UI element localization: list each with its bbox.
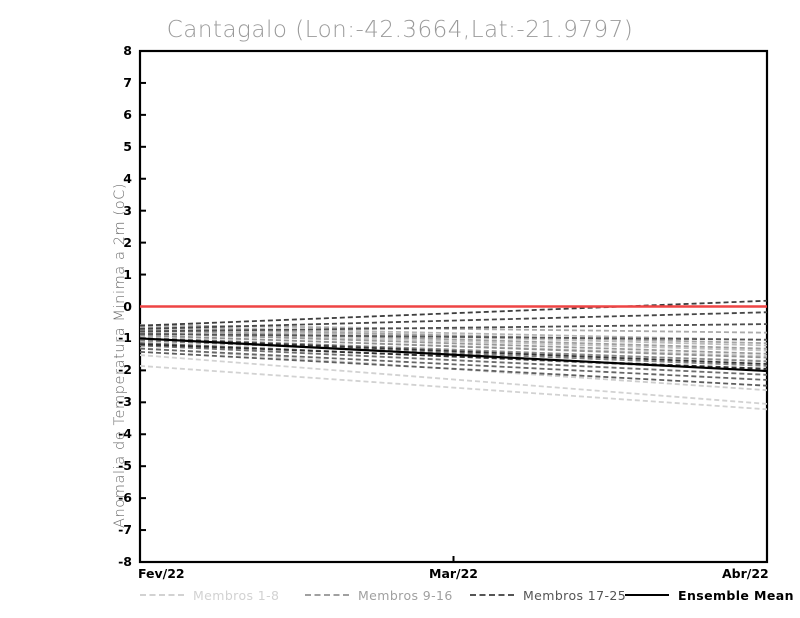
member-series-line [140,350,767,387]
legend-label: Membros 17-25 [523,587,627,603]
member-series-line [140,299,767,327]
chart-title: Cantagalo (Lon:-42.3664,Lat:-21.9797) [166,17,634,43]
y-tick-label: 6 [123,106,132,122]
y-tick-label: -5 [118,458,132,474]
y-tick-label: -7 [118,522,132,538]
x-tick-label: Mar/22 [429,566,478,581]
member-series-line [140,325,767,341]
legend-item[interactable]: Membros 17-25 [470,586,626,604]
member-series-line [140,354,767,405]
member-series-line [140,336,767,363]
legend-label: Membros 9-16 [358,587,453,603]
y-tick-label: -6 [118,490,132,506]
y-tick-label: -8 [118,554,132,569]
y-tick-label: 7 [123,74,132,90]
y-tick-label: -3 [118,394,132,410]
member-series-line [140,333,767,341]
y-tick-label: 1 [123,266,132,282]
y-tick-label: -2 [118,362,132,378]
y-tick-label: 3 [123,202,132,218]
legend-swatch [305,594,349,596]
member-series-line [140,334,767,359]
y-tick-label: 8 [123,43,132,58]
member-series-line [140,332,767,355]
y-tick-label: -1 [118,330,132,346]
x-tick-label: Abr/22 [722,566,769,581]
legend-item[interactable]: Ensemble Mean [625,586,794,604]
member-series-line [140,311,767,330]
y-tick-label: 2 [123,234,132,250]
legend-swatch [140,594,184,596]
y-tick-label: 4 [123,170,132,186]
member-series-line [140,323,767,333]
member-series-line [140,365,767,411]
legend-swatch [470,594,514,596]
member-series-line [140,344,767,376]
member-series-line [140,329,767,350]
y-tick-label: 0 [123,298,132,314]
chart-legend: Membros 1-8 Membros 9-16 Membros 17-25 Ense… [0,586,800,608]
legend-label: Membros 1-8 [193,587,280,603]
x-tick-label: Fev/22 [138,566,185,581]
legend-label: Ensemble Mean [678,587,794,603]
legend-item[interactable]: Membros 9-16 [305,586,453,604]
member-series-line [140,347,767,381]
member-series-line [140,324,767,334]
ensemble-mean-line [140,337,767,373]
legend-swatch [625,594,669,596]
member-series-line [140,337,767,365]
y-tick-label: -4 [118,426,132,442]
y-tick-label: 5 [123,138,132,154]
legend-item[interactable]: Membros 1-8 [140,586,279,604]
